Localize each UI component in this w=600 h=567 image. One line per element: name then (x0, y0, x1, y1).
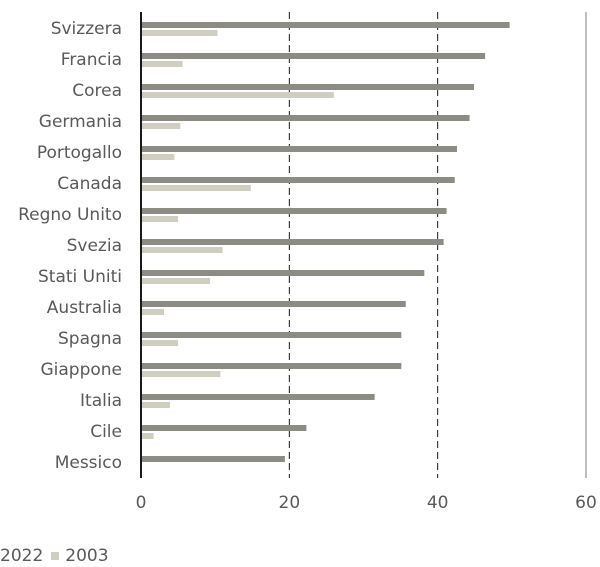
bar-2003-italia (141, 402, 170, 408)
bar-2003-cile (141, 433, 154, 439)
bar-2022-giappone (141, 363, 402, 369)
bar-2003-germania (141, 123, 181, 129)
bars (141, 22, 510, 462)
bar-2022-regno-unito (141, 208, 447, 214)
category-label-portogallo: Portogallo (37, 143, 122, 163)
bar-2022-svizzera (141, 22, 510, 28)
category-label-corea: Corea (72, 81, 122, 101)
bar-2003-stati-uniti (141, 278, 210, 284)
x-tick-60: 60 (575, 493, 597, 513)
category-label-cile: Cile (90, 422, 122, 442)
legend: 2022 2003 (0, 545, 117, 567)
bar-2003-giappone (141, 371, 221, 377)
category-label-giappone: Giappone (40, 360, 122, 380)
bar-2022-corea (141, 84, 475, 90)
bar-2022-stati-uniti (141, 270, 425, 276)
legend-label-2022: 2022 (0, 546, 44, 566)
x-tick-labels: 0 20 40 60 (136, 493, 597, 513)
bar-2022-germania (141, 115, 470, 121)
legend-swatch-2003 (51, 552, 60, 560)
x-tick-0: 0 (136, 493, 147, 513)
bar-2022-svezia (141, 239, 444, 245)
category-label-italia: Italia (80, 391, 122, 411)
bar-2003-portogallo (141, 154, 175, 160)
bar-2003-australia (141, 309, 164, 315)
category-label-spagna: Spagna (58, 329, 122, 349)
category-label-francia: Francia (61, 50, 122, 70)
category-label-germania: Germania (39, 112, 122, 132)
category-label-regno-unito: Regno Unito (18, 205, 122, 225)
bar-chart: Svizzera Francia Corea Germania Portogallo Ca… (18, 12, 597, 513)
bar-2003-svizzera (141, 30, 218, 36)
bar-2022-italia (141, 394, 375, 400)
legend-item-2022: 2022 (0, 546, 43, 566)
legend-item-2003: 2003 (51, 546, 109, 566)
category-label-stati-uniti: Stati Uniti (38, 267, 122, 287)
x-tick-40: 40 (427, 493, 449, 513)
bar-2022-cile (141, 425, 307, 431)
bar-2022-francia (141, 53, 486, 59)
bar-2022-australia (141, 301, 406, 307)
category-label-svezia: Svezia (67, 236, 122, 256)
bar-2022-messico (141, 456, 285, 462)
bar-2022-portogallo (141, 146, 457, 152)
bar-2003-canada (141, 185, 251, 191)
category-label-svizzera: Svizzera (51, 19, 122, 39)
category-labels: Svizzera Francia Corea Germania Portogallo Ca… (18, 19, 122, 473)
bar-2003-svezia (141, 247, 223, 253)
bar-2003-spagna (141, 340, 179, 346)
category-label-canada: Canada (57, 174, 122, 194)
category-label-messico: Messico (55, 453, 122, 473)
bar-2022-canada (141, 177, 455, 183)
bar-2003-corea (141, 92, 334, 98)
bar-2003-francia (141, 61, 183, 67)
x-tick-20: 20 (279, 493, 301, 513)
legend-label-2003: 2003 (65, 546, 109, 566)
category-label-australia: Australia (47, 298, 122, 318)
bar-2003-regno-unito (141, 216, 179, 222)
bar-2022-spagna (141, 332, 402, 338)
